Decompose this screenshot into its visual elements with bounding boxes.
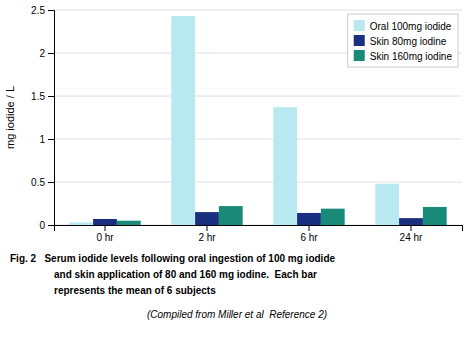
caption: represents the mean of 6 subjects bbox=[54, 285, 216, 296]
legend-item: Skin 80mg iodine bbox=[354, 35, 447, 47]
bar bbox=[219, 206, 243, 225]
axis-line bbox=[55, 226, 463, 232]
grid-line bbox=[54, 182, 462, 183]
tick-label: 2.5 bbox=[31, 5, 45, 16]
tick-label: 0 bbox=[39, 220, 45, 231]
tick-label: 1 bbox=[39, 134, 45, 145]
caption: and skin application of 80 and 160 mg io… bbox=[54, 269, 317, 280]
tick-label: 0.5 bbox=[31, 177, 45, 188]
bar bbox=[93, 219, 117, 225]
tick: 2.5 bbox=[31, 5, 54, 16]
subtitle: (Compiled from Miller et al Reference 2) bbox=[147, 309, 327, 320]
x-axis: 0 hr 2 hr 6 hr 24 hr bbox=[55, 225, 463, 243]
tick-mark bbox=[48, 10, 54, 11]
tick-mark bbox=[105, 225, 106, 231]
bar bbox=[423, 207, 447, 225]
legend-swatch bbox=[354, 35, 365, 46]
caption: Fig. 2 Serum iodide levels following ora… bbox=[10, 253, 335, 264]
bar-series bbox=[117, 206, 447, 225]
tick: 0 hr bbox=[96, 225, 114, 243]
legend: Oral 100mg iodide Skin 80mg iodine Skin 16… bbox=[348, 14, 458, 67]
tick-mark bbox=[207, 225, 208, 231]
legend-swatch bbox=[354, 50, 365, 61]
legend-item: Oral 100mg iodide bbox=[354, 20, 452, 32]
legend-label: Oral 100mg iodide bbox=[370, 21, 452, 32]
legend-item: Skin 160mg iodine bbox=[354, 50, 453, 62]
tick: 1 bbox=[39, 134, 54, 145]
y-axis: 0 0.5 1 1.5 2 2.5 bbox=[31, 5, 54, 231]
plot: 0 0.5 1 1.5 2 2.5 0 hr 2 hr 6 hr 24 hr mg iodide /… bbox=[4, 5, 463, 243]
tick-label: 0 hr bbox=[96, 232, 114, 243]
tick: 2 hr bbox=[198, 225, 216, 243]
grid-line bbox=[54, 139, 462, 140]
chart: 0 0.5 1 1.5 2 2.5 0 hr 2 hr 6 hr 24 hr mg iodide /… bbox=[0, 0, 474, 355]
tick-mark bbox=[411, 225, 412, 231]
bar bbox=[117, 221, 141, 225]
tick: 0.5 bbox=[31, 177, 54, 188]
axis-line bbox=[48, 11, 55, 226]
y-axis-title: mg iodide / L bbox=[4, 86, 16, 149]
tick: 1.5 bbox=[31, 91, 54, 102]
tick-label: 2 bbox=[39, 48, 45, 59]
tick: 24 hr bbox=[400, 225, 423, 243]
legend-box bbox=[348, 14, 458, 67]
grid-line bbox=[54, 10, 462, 11]
legend-swatch bbox=[354, 20, 365, 31]
bar bbox=[195, 212, 219, 225]
tick-label: 2 hr bbox=[198, 232, 216, 243]
bar bbox=[321, 209, 345, 225]
bar bbox=[297, 213, 321, 225]
bar-series bbox=[93, 212, 423, 225]
tick-label: 6 hr bbox=[300, 232, 318, 243]
bar bbox=[171, 16, 195, 225]
tick-label: 1.5 bbox=[31, 91, 45, 102]
bar bbox=[273, 107, 297, 225]
tick-mark bbox=[48, 96, 54, 97]
bar bbox=[69, 222, 93, 225]
tick: 0 bbox=[39, 220, 54, 231]
legend-label: Skin 160mg iodine bbox=[370, 51, 453, 62]
grid bbox=[54, 10, 462, 225]
tick: 2 bbox=[39, 48, 54, 59]
legend-label: Skin 80mg iodine bbox=[370, 36, 447, 47]
tick-mark bbox=[48, 139, 54, 140]
bar bbox=[399, 218, 423, 225]
tick-mark bbox=[48, 225, 54, 226]
tick-mark bbox=[48, 182, 54, 183]
grid-line bbox=[54, 96, 462, 97]
tick-label: 24 hr bbox=[400, 232, 423, 243]
tick-mark bbox=[48, 53, 54, 54]
bar bbox=[375, 184, 399, 225]
tick: 6 hr bbox=[300, 225, 318, 243]
tick-mark bbox=[309, 225, 310, 231]
